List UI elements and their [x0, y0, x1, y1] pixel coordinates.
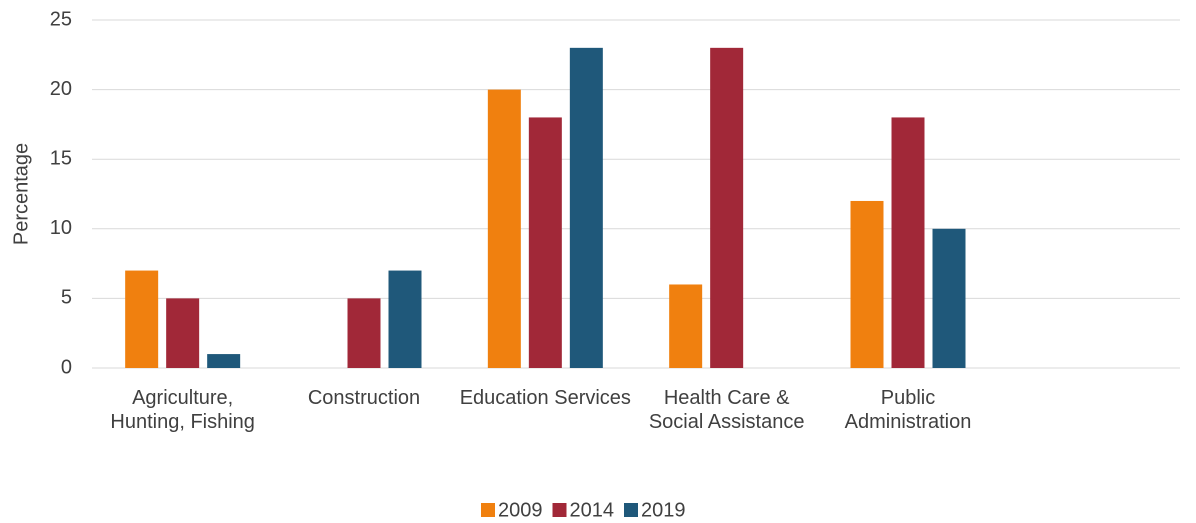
bar: [347, 298, 381, 368]
bar: [388, 270, 422, 368]
legend-swatch: [624, 503, 638, 517]
y-tick-label: 5: [61, 287, 72, 309]
legend-label: 2019: [641, 499, 686, 521]
bar: [487, 89, 521, 368]
y-axis-label: Percentage: [10, 143, 32, 245]
x-tick-label: Agriculture, Hunting, Fishing: [110, 387, 255, 433]
bar: [166, 298, 200, 368]
legend-swatch: [552, 503, 567, 517]
bar: [710, 47, 744, 369]
x-tick-label: Public Administration: [844, 387, 972, 433]
legend-swatch: [481, 503, 495, 517]
x-tick-label: Construction: [307, 387, 421, 409]
bar: [850, 200, 884, 368]
y-tick-label: 0: [61, 356, 72, 378]
bar: [932, 228, 966, 368]
bar: [891, 117, 925, 368]
y-tick-label: 10: [50, 217, 72, 239]
x-tick-label: Education Services: [459, 387, 631, 409]
bar: [207, 354, 241, 368]
bar: [569, 47, 603, 369]
legend-label: 2014: [570, 499, 615, 521]
bar: [669, 284, 703, 368]
legend-label: 2009: [498, 499, 543, 521]
x-tick-label: Health Care & Social Assistance: [648, 387, 805, 433]
y-tick-label: 20: [50, 78, 72, 100]
y-tick-label: 15: [50, 147, 72, 169]
y-tick-label: 25: [50, 8, 72, 30]
bar: [528, 117, 562, 368]
bar: [125, 270, 159, 368]
